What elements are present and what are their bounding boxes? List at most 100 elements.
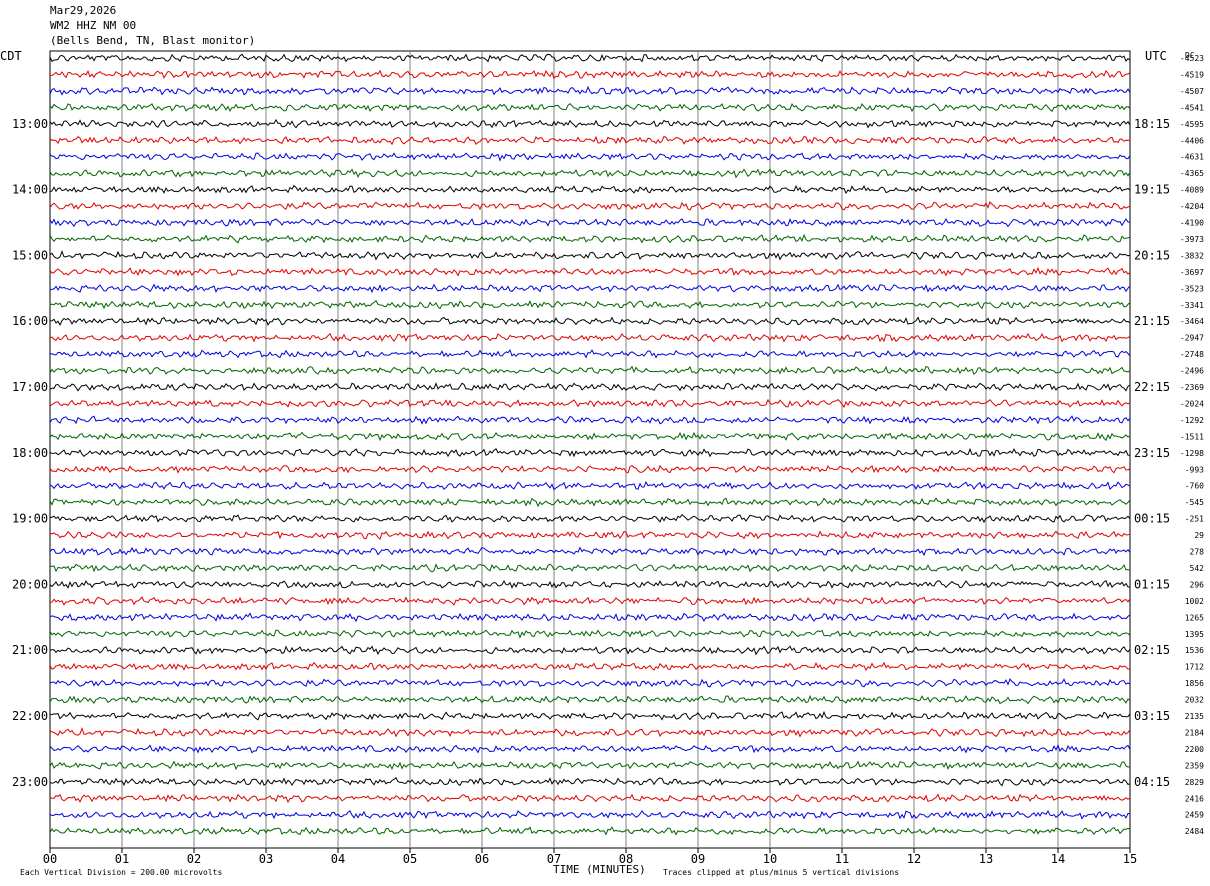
dc-offset-label: -1292 <box>1180 416 1204 425</box>
dc-offset-label: 29 <box>1194 531 1204 540</box>
dc-offset-label: -4204 <box>1180 202 1204 211</box>
seismic-traces <box>49 53 1131 836</box>
x-tick-label: 00 <box>43 852 57 866</box>
left-hour-label: 19:00 <box>12 512 48 526</box>
trace-line <box>49 316 1131 327</box>
dc-offset-label: 1002 <box>1185 597 1204 606</box>
trace-line <box>49 612 1131 623</box>
x-tick-label: 10 <box>763 852 777 866</box>
trace-line <box>49 53 1131 63</box>
dc-offset-label: 2416 <box>1185 794 1204 803</box>
trace-line <box>49 250 1131 261</box>
dc-offset-label: -4523 <box>1180 54 1204 63</box>
trace-line <box>49 431 1131 442</box>
x-tick-label: 09 <box>691 852 705 866</box>
left-hour-label: 17:00 <box>12 380 48 394</box>
dc-offset-label: 278 <box>1190 548 1205 557</box>
right-hour-label: 00:15 <box>1134 512 1170 526</box>
dc-offset-label: 2829 <box>1185 778 1204 787</box>
dc-offset-label: -3973 <box>1180 235 1204 244</box>
x-tick-label: 07 <box>547 852 561 866</box>
trace-line <box>49 546 1131 557</box>
left-hour-label: 21:00 <box>12 643 48 657</box>
dc-offset-label: 2459 <box>1185 811 1204 820</box>
dc-offset-label: -4190 <box>1180 219 1204 228</box>
trace-line <box>49 760 1131 771</box>
trace-line <box>49 464 1131 474</box>
x-axis-title: TIME (MINUTES) <box>553 863 646 876</box>
trace-line <box>49 266 1131 277</box>
dc-offset-label: 2184 <box>1185 728 1204 737</box>
trace-line <box>49 85 1131 96</box>
trace-line <box>49 135 1131 146</box>
trace-line <box>49 217 1131 228</box>
trace-line <box>49 530 1131 541</box>
dc-offset-label: -3523 <box>1180 284 1204 293</box>
trace-line <box>49 826 1131 836</box>
trace-line <box>49 579 1131 589</box>
trace-line <box>49 661 1131 672</box>
dc-offset-label: -4507 <box>1180 87 1204 96</box>
trace-line <box>49 365 1131 376</box>
dc-offset-label: 1265 <box>1185 613 1204 622</box>
trace-line <box>49 596 1131 606</box>
trace-line <box>49 415 1131 425</box>
dc-offset-label: 1712 <box>1185 663 1204 672</box>
dc-offset-label: 1395 <box>1185 630 1204 639</box>
dc-offset-label: 2359 <box>1185 761 1204 770</box>
x-tick-label: 04 <box>331 852 345 866</box>
right-hour-label: 21:15 <box>1134 314 1170 328</box>
left-hour-label: 22:00 <box>12 709 48 723</box>
trace-line <box>49 743 1131 754</box>
trace-line <box>49 300 1131 310</box>
trace-line <box>49 184 1131 195</box>
left-hour-label: 15:00 <box>12 248 48 262</box>
dc-offset-label: -993 <box>1185 465 1204 474</box>
right-timezone-label: UTC <box>1145 49 1167 63</box>
dc-offset-label: -251 <box>1185 515 1204 524</box>
trace-line <box>49 332 1131 343</box>
trace-line <box>49 710 1131 721</box>
left-hour-label: 20:00 <box>12 577 48 591</box>
right-hour-label: 03:15 <box>1134 709 1170 723</box>
trace-line <box>49 69 1131 80</box>
trace-line <box>49 563 1131 573</box>
trace-line <box>49 694 1131 705</box>
dc-offset-label: 2484 <box>1185 827 1204 836</box>
trace-line <box>49 513 1131 524</box>
trace-line <box>49 398 1131 409</box>
dc-offset-label: 2135 <box>1185 712 1204 721</box>
dc-label: DC <box>1185 51 1195 60</box>
dc-offset-label: -4541 <box>1180 103 1204 112</box>
header-location: (Bells Bend, TN, Blast monitor) <box>50 34 256 47</box>
x-tick-label: 13 <box>979 852 993 866</box>
trace-line <box>49 118 1131 129</box>
right-hour-label: 18:15 <box>1134 117 1170 131</box>
dc-offset-label: -1511 <box>1180 432 1204 441</box>
trace-line <box>49 793 1131 804</box>
right-hour-label: 19:15 <box>1134 183 1170 197</box>
x-tick-label: 12 <box>907 852 921 866</box>
trace-line <box>49 168 1131 179</box>
footer-clip-note: Traces clipped at plus/minus 5 vertical … <box>663 868 899 877</box>
right-hour-label: 23:15 <box>1134 446 1170 460</box>
dc-offset-label: -545 <box>1185 498 1204 507</box>
left-hour-label: 18:00 <box>12 446 48 460</box>
axis-labels: CDT UTC DC TIME (MINUTES) Each Vertical … <box>0 49 1204 877</box>
dc-offset-label: -4631 <box>1180 153 1204 162</box>
dc-offset-label: -4089 <box>1180 186 1204 195</box>
dc-offset-label: -3341 <box>1180 301 1204 310</box>
trace-line <box>49 447 1131 458</box>
dc-offset-label: -4365 <box>1180 169 1204 178</box>
x-tick-label: 05 <box>403 852 417 866</box>
trace-line <box>49 629 1131 639</box>
dc-offset-label: -3832 <box>1180 251 1204 260</box>
dc-offset-label: 1536 <box>1185 646 1204 655</box>
trace-line <box>49 283 1131 294</box>
dc-offset-label: 1856 <box>1185 679 1204 688</box>
right-hour-label: 04:15 <box>1134 775 1170 789</box>
dc-offset-label: -2947 <box>1180 334 1204 343</box>
dc-offset-label: -2024 <box>1180 399 1204 408</box>
left-hour-label: 14:00 <box>12 183 48 197</box>
